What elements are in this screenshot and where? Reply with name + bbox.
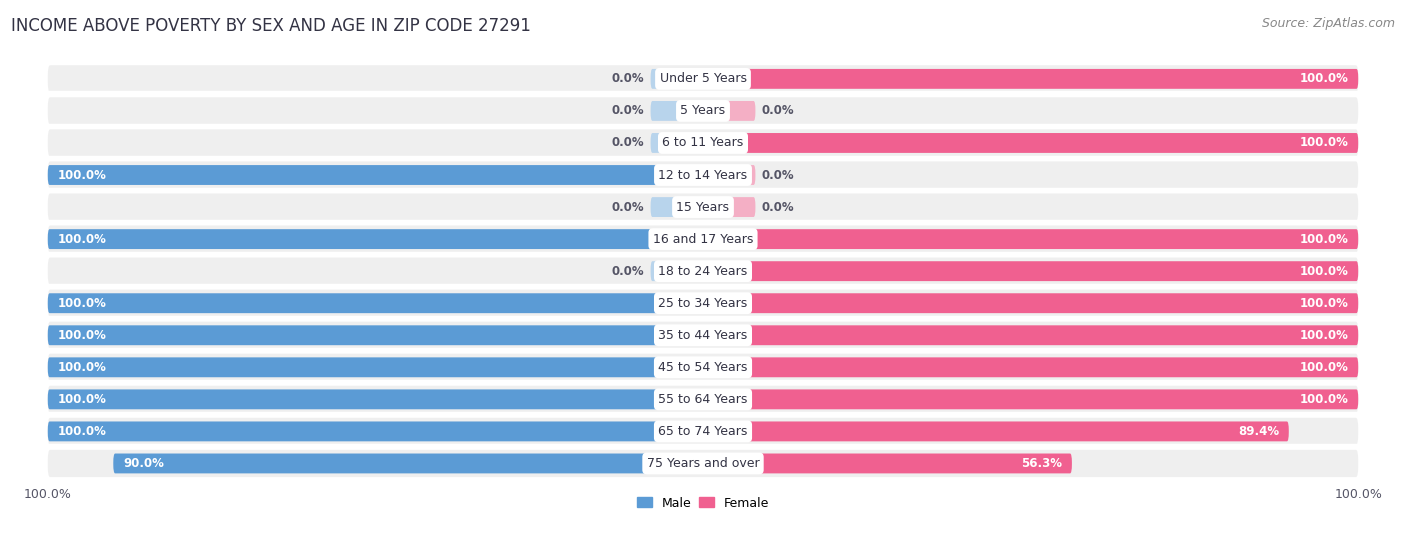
Text: 0.0%: 0.0% xyxy=(762,169,794,181)
Text: INCOME ABOVE POVERTY BY SEX AND AGE IN ZIP CODE 27291: INCOME ABOVE POVERTY BY SEX AND AGE IN Z… xyxy=(11,17,531,35)
FancyBboxPatch shape xyxy=(48,161,1358,189)
FancyBboxPatch shape xyxy=(48,165,703,185)
Text: 90.0%: 90.0% xyxy=(124,457,165,470)
FancyBboxPatch shape xyxy=(48,258,1358,285)
Text: 100.0%: 100.0% xyxy=(58,329,107,341)
Text: 100.0%: 100.0% xyxy=(1299,329,1348,341)
FancyBboxPatch shape xyxy=(48,97,1358,124)
FancyBboxPatch shape xyxy=(48,225,1358,253)
Text: 100.0%: 100.0% xyxy=(1299,264,1348,278)
Text: 6 to 11 Years: 6 to 11 Years xyxy=(662,137,744,150)
Text: 0.0%: 0.0% xyxy=(612,104,644,117)
Text: 75 Years and over: 75 Years and over xyxy=(647,457,759,470)
FancyBboxPatch shape xyxy=(703,69,1358,89)
FancyBboxPatch shape xyxy=(48,386,1358,413)
FancyBboxPatch shape xyxy=(703,229,1358,249)
Text: 100.0%: 100.0% xyxy=(1299,297,1348,310)
Text: 100.0%: 100.0% xyxy=(58,233,107,246)
Text: 100.0%: 100.0% xyxy=(58,425,107,438)
FancyBboxPatch shape xyxy=(651,101,703,121)
Text: 100.0%: 100.0% xyxy=(58,169,107,181)
Text: 5 Years: 5 Years xyxy=(681,104,725,117)
FancyBboxPatch shape xyxy=(48,354,1358,381)
Text: 15 Years: 15 Years xyxy=(676,200,730,214)
Text: 100.0%: 100.0% xyxy=(58,297,107,310)
Text: 0.0%: 0.0% xyxy=(762,200,794,214)
FancyBboxPatch shape xyxy=(48,321,1358,349)
Text: 100.0%: 100.0% xyxy=(58,361,107,374)
Text: 55 to 64 Years: 55 to 64 Years xyxy=(658,393,748,406)
Text: 0.0%: 0.0% xyxy=(612,200,644,214)
FancyBboxPatch shape xyxy=(651,261,703,281)
Text: 100.0%: 100.0% xyxy=(1299,393,1348,406)
FancyBboxPatch shape xyxy=(703,261,1358,281)
Legend: Male, Female: Male, Female xyxy=(631,492,775,514)
FancyBboxPatch shape xyxy=(703,357,1358,377)
FancyBboxPatch shape xyxy=(48,65,1358,93)
Text: 45 to 54 Years: 45 to 54 Years xyxy=(658,361,748,374)
Text: 100.0%: 100.0% xyxy=(1299,233,1348,246)
Text: 12 to 14 Years: 12 to 14 Years xyxy=(658,169,748,181)
FancyBboxPatch shape xyxy=(703,133,1358,153)
FancyBboxPatch shape xyxy=(114,454,703,473)
FancyBboxPatch shape xyxy=(703,101,755,121)
FancyBboxPatch shape xyxy=(651,133,703,153)
FancyBboxPatch shape xyxy=(48,325,703,345)
FancyBboxPatch shape xyxy=(703,197,755,217)
Text: 0.0%: 0.0% xyxy=(612,73,644,85)
FancyBboxPatch shape xyxy=(651,69,703,89)
FancyBboxPatch shape xyxy=(703,294,1358,313)
FancyBboxPatch shape xyxy=(48,389,703,409)
Text: 100.0%: 100.0% xyxy=(1299,361,1348,374)
Text: 100.0%: 100.0% xyxy=(1299,137,1348,150)
Text: 65 to 74 Years: 65 to 74 Years xyxy=(658,425,748,438)
FancyBboxPatch shape xyxy=(48,229,703,249)
Text: 16 and 17 Years: 16 and 17 Years xyxy=(652,233,754,246)
FancyBboxPatch shape xyxy=(703,389,1358,409)
FancyBboxPatch shape xyxy=(703,165,755,185)
FancyBboxPatch shape xyxy=(48,194,1358,220)
FancyBboxPatch shape xyxy=(703,325,1358,345)
Text: 25 to 34 Years: 25 to 34 Years xyxy=(658,297,748,310)
Text: 100.0%: 100.0% xyxy=(1299,73,1348,85)
Text: Under 5 Years: Under 5 Years xyxy=(659,73,747,85)
FancyBboxPatch shape xyxy=(48,294,703,313)
Text: 0.0%: 0.0% xyxy=(612,137,644,150)
Text: 35 to 44 Years: 35 to 44 Years xyxy=(658,329,748,341)
Text: 89.4%: 89.4% xyxy=(1237,425,1279,438)
FancyBboxPatch shape xyxy=(48,290,1358,317)
Text: 100.0%: 100.0% xyxy=(58,393,107,406)
FancyBboxPatch shape xyxy=(703,421,1289,441)
FancyBboxPatch shape xyxy=(48,129,1358,157)
FancyBboxPatch shape xyxy=(48,418,1358,445)
Text: Source: ZipAtlas.com: Source: ZipAtlas.com xyxy=(1261,17,1395,30)
Text: 0.0%: 0.0% xyxy=(612,264,644,278)
FancyBboxPatch shape xyxy=(651,197,703,217)
Text: 18 to 24 Years: 18 to 24 Years xyxy=(658,264,748,278)
FancyBboxPatch shape xyxy=(48,357,703,377)
FancyBboxPatch shape xyxy=(48,450,1358,477)
FancyBboxPatch shape xyxy=(703,454,1071,473)
Text: 56.3%: 56.3% xyxy=(1021,457,1062,470)
Text: 0.0%: 0.0% xyxy=(762,104,794,117)
FancyBboxPatch shape xyxy=(48,421,703,441)
